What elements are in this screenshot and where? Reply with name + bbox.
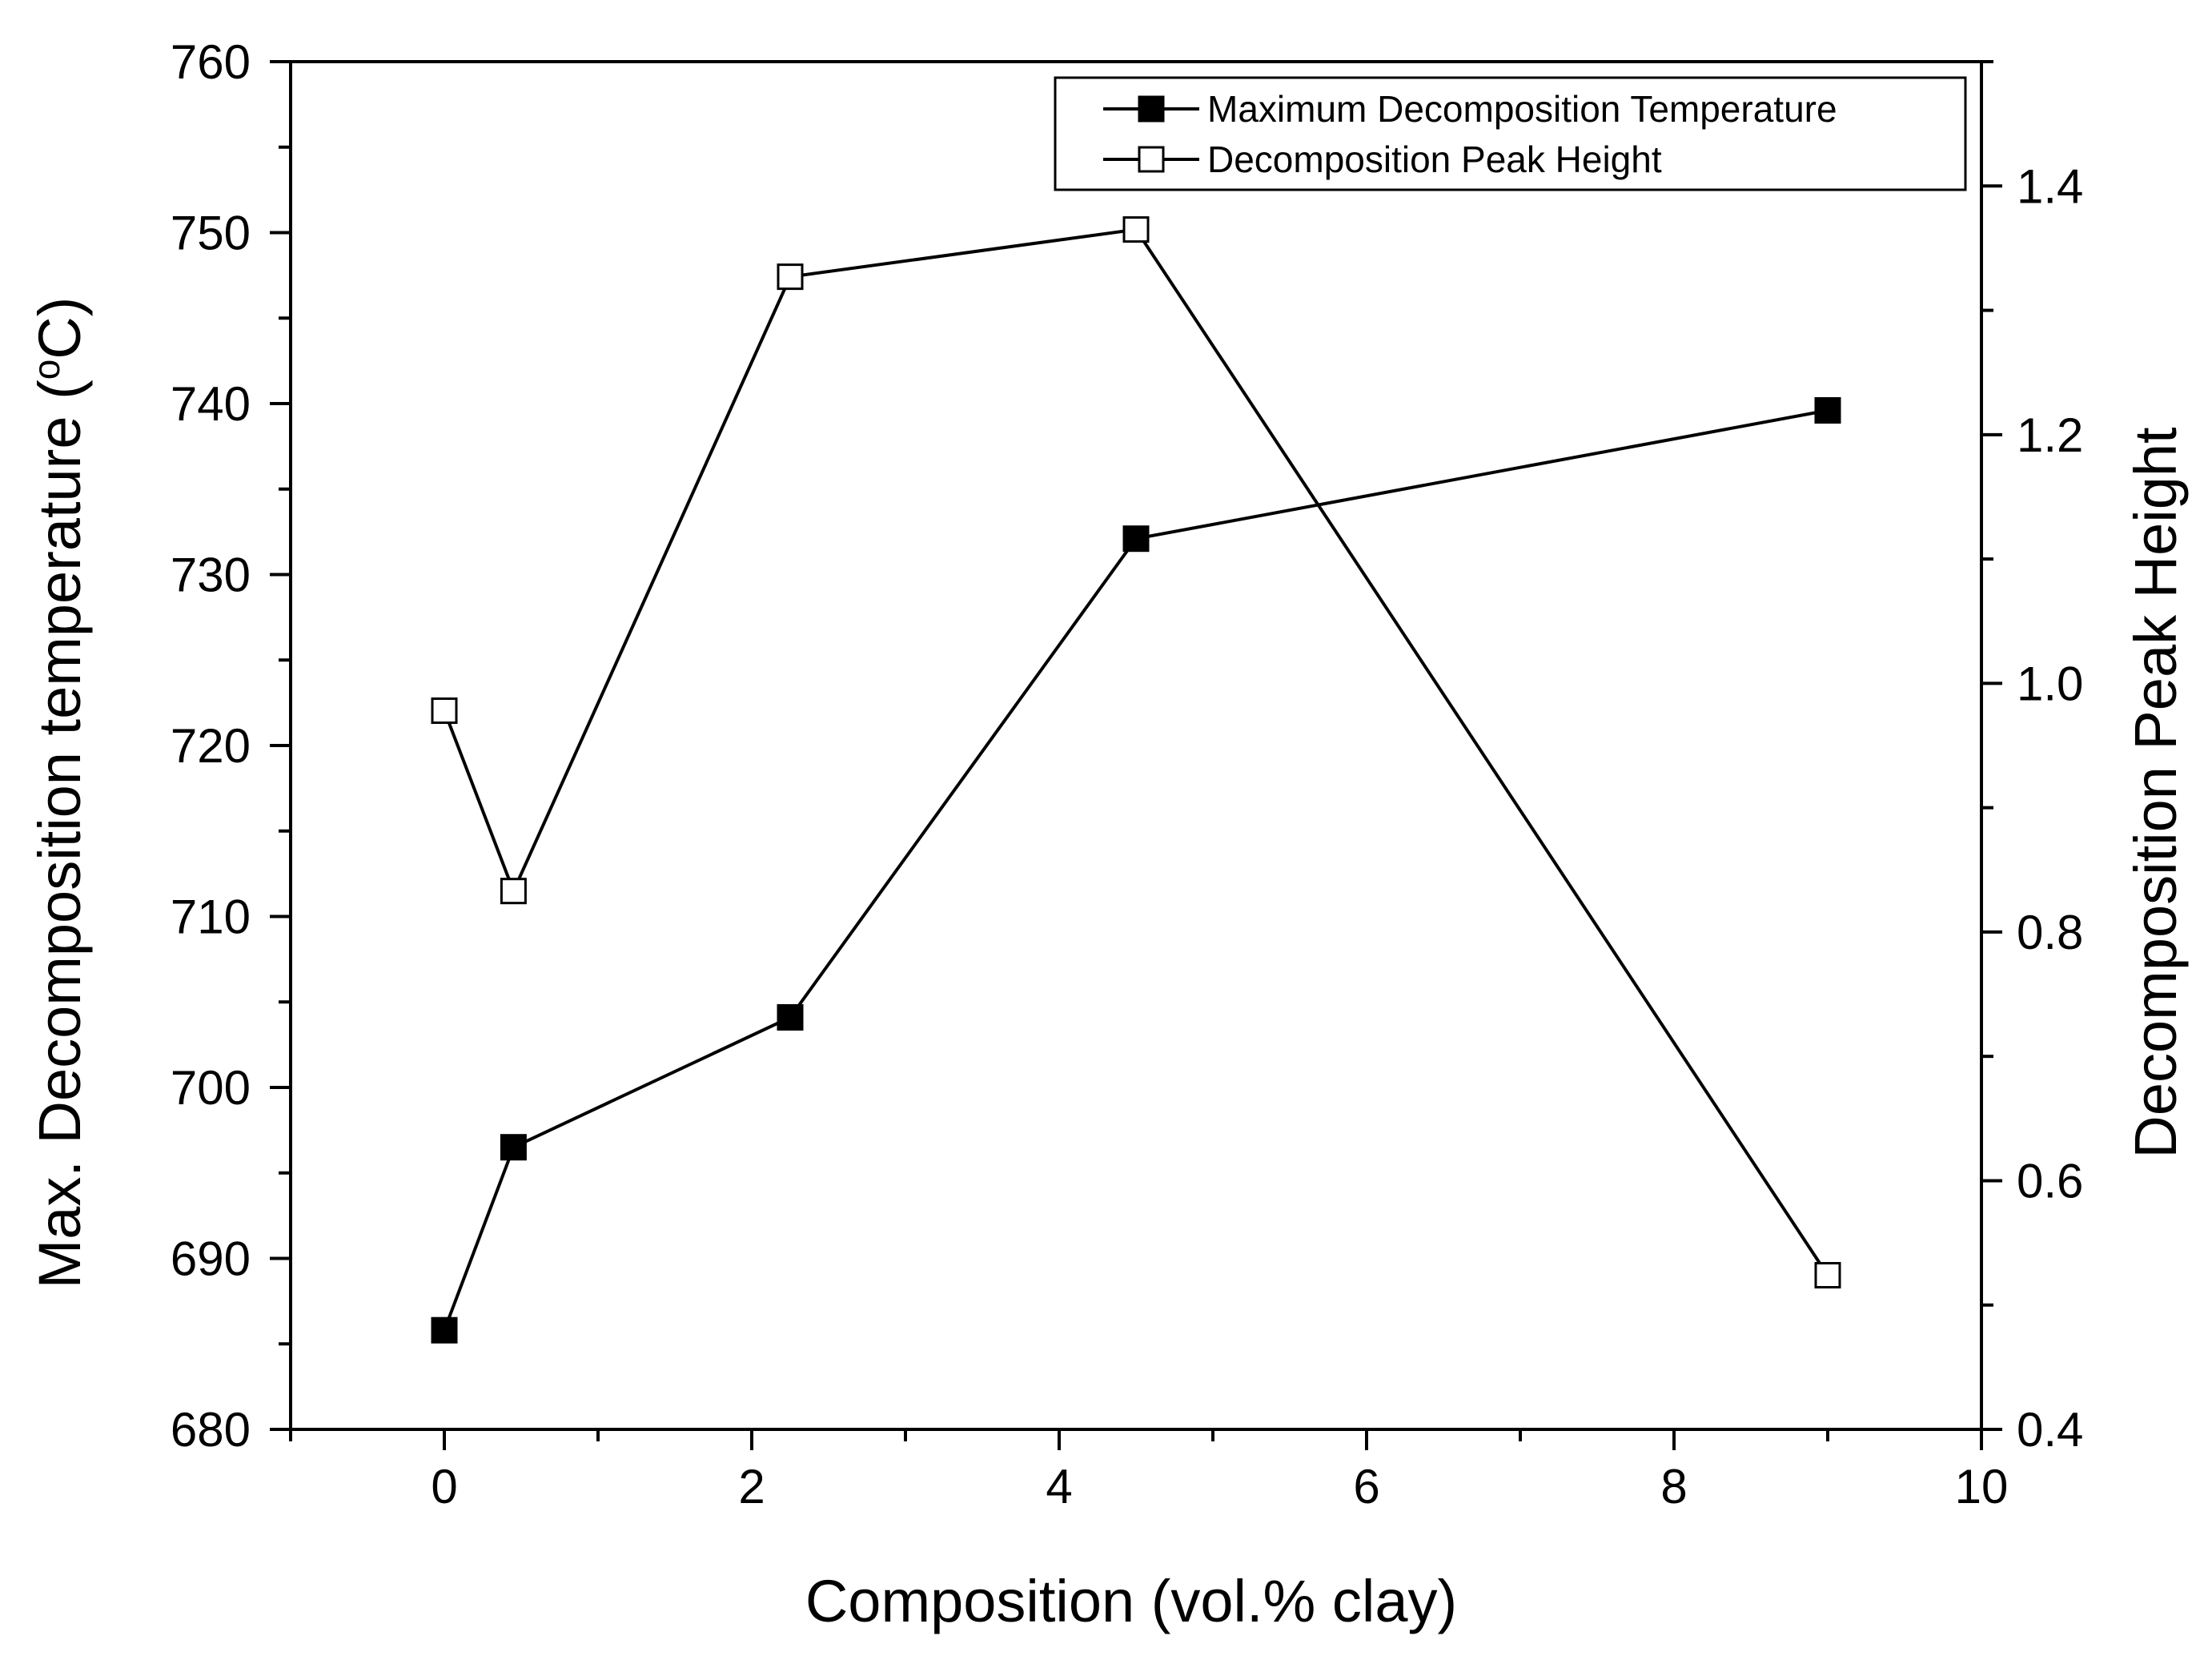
y-left-axis-title-text: Max. Decomposition temperature ( <box>26 380 93 1288</box>
legend-box <box>1054 76 1967 191</box>
data-point-temperature <box>431 1316 458 1344</box>
y-left-tick-label: 700 <box>171 1061 251 1115</box>
x-tick-label: 4 <box>1046 1460 1072 1513</box>
data-point-peak-height <box>777 263 804 291</box>
tick-labels: 0 2 4 6 8 10 680 690 700 710 720 730 740 750 760 0.4 0.6… <box>171 35 2084 1513</box>
x-tick-label: 0 <box>431 1460 457 1513</box>
ticks <box>270 60 2002 1450</box>
y-left-axis-title-degree: o <box>26 360 67 380</box>
y-left-tick-label: 690 <box>171 1232 251 1286</box>
y-left-tick-label: 720 <box>171 719 251 773</box>
y-left-tick-label: 760 <box>171 35 251 89</box>
y-left-tick-label: 740 <box>171 377 251 431</box>
data-point-peak-height <box>1814 1262 1841 1288</box>
y-right-tick-label: 0.8 <box>2017 906 2083 959</box>
data-point-peak-height <box>431 697 458 724</box>
data-point-peak-height <box>500 878 527 905</box>
data-point-temperature <box>1122 525 1150 553</box>
y-left-tick-label: 680 <box>171 1403 251 1457</box>
y-right-tick-label: 0.6 <box>2017 1154 2083 1208</box>
legend: Maximum Decomposition Temperature Decomp… <box>1054 76 1967 191</box>
x-axis-title: Composition (vol.% clay) <box>805 1568 1457 1634</box>
data-point-peak-height <box>1122 216 1150 243</box>
y-left-tick-label: 750 <box>171 207 251 260</box>
y-right-tick-label: 0.4 <box>2017 1403 2083 1457</box>
y-right-tick-label: 1.2 <box>2017 408 2083 462</box>
data-point-temperature <box>500 1134 527 1161</box>
legend-marker-temperature <box>1138 95 1165 123</box>
y-left-axis-title-unit: C) <box>26 297 93 360</box>
data-point-temperature <box>777 1004 804 1031</box>
legend-marker-peak-height <box>1138 146 1165 173</box>
y-left-axis-title: Max. Decomposition temperature (oC) <box>26 297 93 1289</box>
legend-label-temperature: Maximum Decomposition Temperature <box>1207 88 1837 130</box>
y-left-tick-label: 730 <box>171 549 251 602</box>
y-right-axis-title: Decomposition Peak Height <box>2122 427 2189 1159</box>
y-right-tick-label: 1.0 <box>2017 657 2083 710</box>
series-layer <box>431 216 1841 1344</box>
x-tick-label: 2 <box>738 1460 765 1513</box>
y-left-tick-label: 710 <box>171 890 251 944</box>
x-tick-label: 10 <box>1955 1460 2009 1513</box>
legend-label-peak-height: Decomposition Peak Height <box>1207 139 1662 180</box>
y-right-tick-label: 1.4 <box>2017 159 2083 213</box>
x-tick-label: 6 <box>1353 1460 1379 1513</box>
data-point-temperature <box>1814 397 1841 424</box>
x-tick-label: 8 <box>1660 1460 1687 1513</box>
